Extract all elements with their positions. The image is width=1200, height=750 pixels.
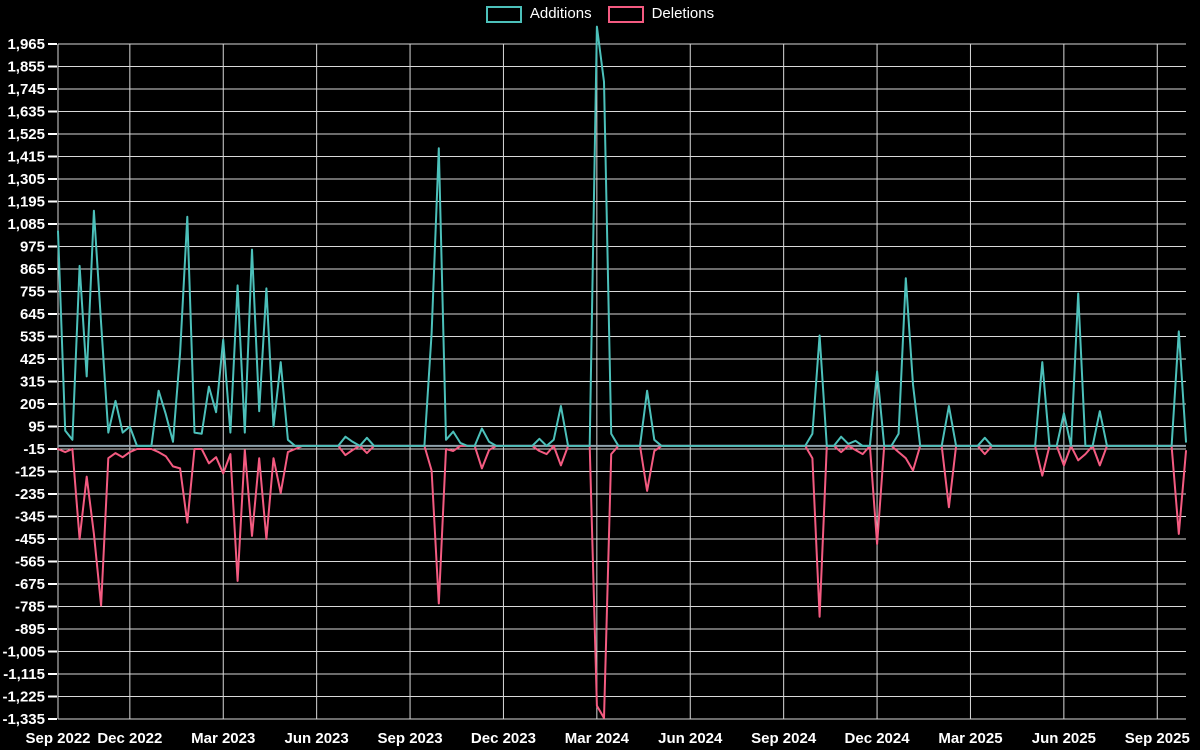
y-axis-tick-label: 1,195 [7,194,45,211]
series-layer [57,25,1187,719]
y-axis-tick-label: 1,965 [7,36,45,53]
legend-additions-label: Additions [529,5,592,22]
x-axis-tick-label: Dec 2023 [471,730,536,747]
x-axis-tick-label: Mar 2024 [565,730,630,747]
y-axis-tick-label: -125 [15,464,45,481]
x-axis-tick-label: Jun 2023 [285,730,349,747]
y-axis-tick-label: -1,115 [3,666,45,683]
x-axis-tick-label: Sep 2023 [378,730,443,747]
x-axis-tick-label: Dec 2022 [97,730,162,747]
y-axis-tick-label: 1,305 [7,171,45,188]
y-axis-tick-label: -235 [15,486,45,503]
legend-item-deletions[interactable]: Deletions [607,5,715,23]
y-axis-tick-label: 1,525 [7,126,45,143]
y-axis-tick-label: 205 [20,396,45,413]
x-axis-tick-label: Sep 2024 [751,730,817,747]
deletions-swatch-icon [607,5,644,23]
y-axis-tick-label: -565 [15,554,45,571]
y-axis-tick-label: -675 [15,576,45,593]
y-axis-tick-label: -1,005 [2,644,45,661]
additions-swatch-icon [485,5,522,23]
y-axis-tick-label: -785 [15,599,45,616]
y-axis-tick-label: -345 [15,509,45,526]
y-axis-tick-label: 1,745 [7,81,45,98]
x-axis-tick-label: Jun 2024 [658,730,723,747]
y-axis-tick-label: 1,415 [7,149,45,166]
y-axis-tick-label: -1,225 [2,689,45,706]
y-axis-tick-label: -1,335 [2,711,45,728]
additions-line [57,25,1187,447]
y-axis-tick-label: 535 [20,329,45,346]
grid-layer [48,43,1186,720]
y-axis-tick-label: 425 [20,351,45,368]
x-axis-tick-label: Dec 2024 [845,730,911,747]
y-axis-tick-label: -895 [15,621,45,638]
chart-legend: Additions Deletions [0,5,1200,23]
y-axis-tick-label: 1,855 [7,59,45,76]
y-axis-tick-label: 975 [20,239,45,256]
y-axis-tick-label: 315 [20,374,45,391]
x-axis-tick-label: Sep 2022 [25,730,90,747]
x-axis-tick-label: Mar 2025 [938,730,1002,747]
x-axis-tick-label: Jun 2025 [1032,730,1096,747]
deletions-line [57,444,1187,719]
legend-deletions-label: Deletions [651,5,715,22]
y-axis-tick-label: 1,635 [7,104,45,121]
x-axis-tick-label: Sep 2025 [1125,730,1190,747]
legend-item-additions[interactable]: Additions [485,5,592,23]
y-axis-tick-label: 645 [20,306,45,323]
y-axis-tick-label: -15 [23,441,45,458]
y-axis-tick-label: 865 [20,261,45,278]
y-axis-tick-label: -455 [15,531,45,548]
x-axis-tick-label: Mar 2023 [191,730,255,747]
y-axis-tick-label: 755 [20,284,45,301]
y-axis-tick-label: 95 [28,419,45,436]
axis-label-layer: 1,965 1,855 1,745 1,635 1,525 1,415 1,305 1,195… [2,36,1189,747]
y-axis-tick-label: 1,085 [7,216,45,233]
